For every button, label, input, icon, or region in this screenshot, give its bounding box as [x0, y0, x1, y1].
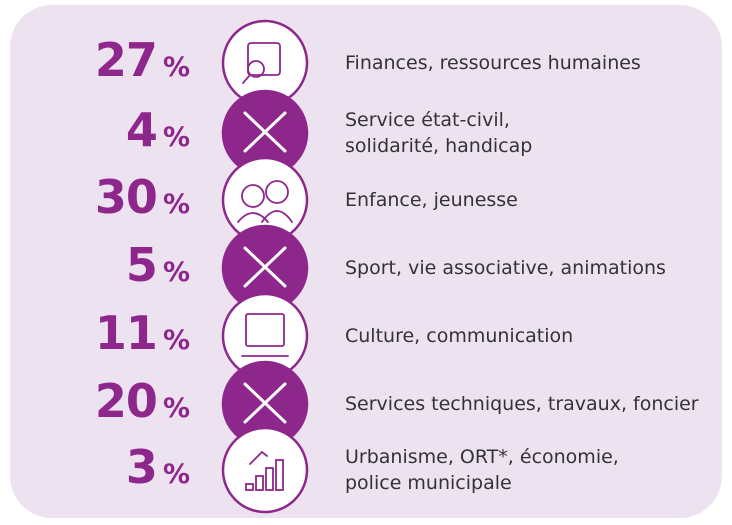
label-line: Urbanisme, ORT*, économie, [345, 446, 619, 468]
icon-part [241, 184, 265, 208]
icon-part [245, 313, 285, 347]
label-line: Enfance, jeunesse [345, 189, 518, 211]
percent: 20% [0, 374, 190, 428]
percent: 30% [0, 170, 190, 224]
icon-part [247, 60, 265, 78]
percent: 3% [0, 440, 190, 494]
percent-value: 11 [94, 306, 158, 360]
icon [242, 42, 281, 84]
label-line: Finances, ressources humaines [345, 52, 641, 74]
category-label: Sport, vie associative, animations [345, 255, 666, 281]
percent: 4% [0, 103, 190, 157]
icon [243, 111, 287, 153]
icon-part [265, 180, 289, 204]
icon-part [242, 74, 251, 84]
icon-part [245, 483, 254, 491]
icon-part [243, 382, 287, 424]
icon-part [237, 210, 293, 223]
percent-value: 4 [125, 103, 158, 157]
percent: 11% [0, 306, 190, 360]
icon [237, 180, 293, 223]
icon [243, 246, 287, 288]
percent-value: 5 [125, 238, 158, 292]
icon-part [275, 459, 284, 491]
icon [245, 450, 284, 491]
label-line: Sport, vie associative, animations [345, 257, 666, 279]
category-label: Culture, communication [345, 323, 573, 349]
percent-value: 3 [125, 440, 158, 494]
panel [10, 5, 722, 518]
icon-part [255, 475, 264, 491]
percent-unit: % [162, 257, 190, 288]
percent-value: 30 [94, 170, 158, 224]
percent-value: 27 [94, 33, 158, 87]
icon-part [247, 42, 281, 76]
percent-unit: % [162, 189, 190, 220]
percent: 5% [0, 238, 190, 292]
label-line: solidarité, handicap [345, 135, 533, 157]
icon-part [243, 111, 287, 153]
label-line: Culture, communication [345, 325, 574, 347]
percent-unit: % [162, 459, 190, 490]
percent-unit: % [162, 122, 190, 153]
label-line: Services techniques, travaux, foncier [345, 393, 699, 415]
percent-unit: % [162, 325, 190, 356]
category-label: Finances, ressources humaines [345, 50, 641, 76]
icon [243, 382, 287, 424]
percent-unit: % [162, 52, 190, 83]
icon [241, 313, 289, 357]
icon-circle [221, 426, 309, 514]
label-line: police municipale [345, 472, 512, 494]
percent-unit: % [162, 393, 190, 424]
icon-part [249, 450, 268, 465]
category-label: Enfance, jeunesse [345, 187, 518, 213]
label-line: Service état-civil, [345, 109, 510, 131]
category-label: Services techniques, travaux, foncier [345, 391, 699, 417]
category-label: Service état-civil, solidarité, handicap [345, 107, 532, 159]
icon-part [265, 467, 274, 491]
icon-part [243, 246, 287, 288]
category-label: Urbanisme, ORT*, économie, police municip… [345, 444, 619, 496]
percent-value: 20 [94, 374, 158, 428]
percent: 27% [0, 33, 190, 87]
